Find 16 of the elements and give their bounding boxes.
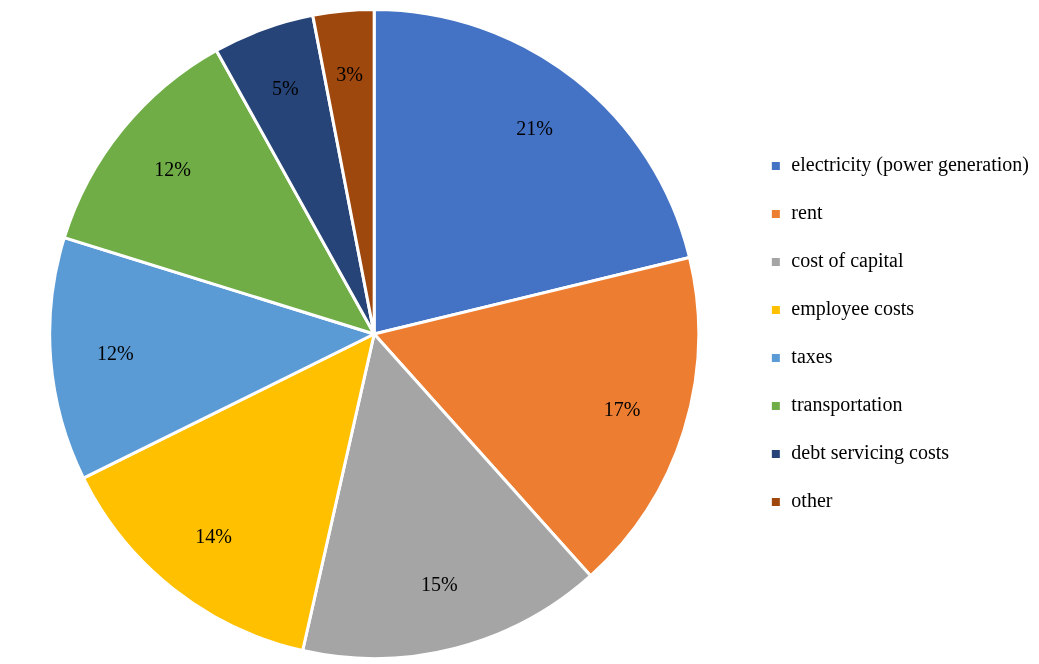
- legend-label: employee costs: [791, 297, 915, 321]
- legend-label: other: [791, 489, 833, 512]
- data-label: 21%: [516, 117, 553, 140]
- data-label: 17%: [603, 398, 641, 421]
- data-label: 15%: [421, 572, 458, 595]
- legend-label: taxes: [791, 345, 833, 368]
- data-label: 3%: [336, 62, 363, 85]
- data-label: 12%: [154, 157, 192, 180]
- legend-label: electricity (power generation): [791, 153, 1029, 177]
- data-label: 12%: [97, 341, 134, 364]
- legend-label: cost of capital: [791, 249, 904, 273]
- legend-label: transportation: [791, 393, 903, 417]
- data-label: 14%: [195, 525, 233, 548]
- data-label: 5%: [272, 77, 299, 100]
- legend-label: rent: [791, 201, 823, 224]
- legend-label: debt servicing costs: [791, 441, 950, 465]
